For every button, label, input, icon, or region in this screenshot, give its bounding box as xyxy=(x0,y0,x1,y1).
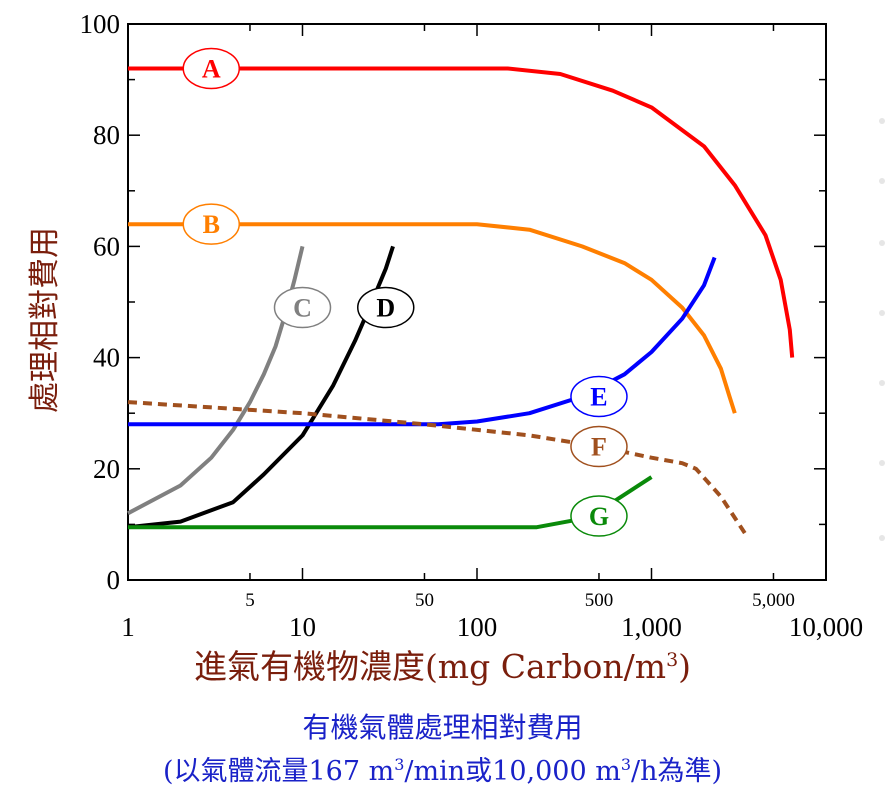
caption-subtitle: (以氣體流量167 m3/min或10,000 m3/h為準) xyxy=(0,749,885,788)
edge-dot xyxy=(879,380,885,386)
y-axis-label: 處理相對費用 xyxy=(27,227,63,413)
series-label-bubble-c xyxy=(273,286,332,329)
series-label-bubble-d xyxy=(357,286,415,329)
x-minor-tick-label: 500 xyxy=(585,590,614,611)
x-tick-label: 10 xyxy=(289,612,316,642)
edge-dot xyxy=(879,310,885,316)
edge-dot xyxy=(879,460,885,466)
series-label-bubble-g xyxy=(570,495,628,537)
series-label-bubble-e xyxy=(570,375,628,418)
x-tick-label: 10,000 xyxy=(789,612,863,642)
series-label-bubble-a xyxy=(182,47,241,90)
series-label-e: E xyxy=(590,383,607,412)
series-label-b: B xyxy=(203,210,220,239)
x-tick-label: 100 xyxy=(457,612,498,642)
relative-cost-chart: 0 20 40 60 80 100 1 10 100 1,000 10,000 5 50 500 5,000… xyxy=(27,9,864,642)
series-label-c: C xyxy=(293,294,312,323)
series-label-d: D xyxy=(376,294,395,323)
y-tick-label: 40 xyxy=(93,343,120,373)
y-tick-label: 0 xyxy=(107,565,121,595)
x-axis-label-text: 進氣有機物濃度(mg Carbon/m xyxy=(193,647,667,686)
caption-sup-1: 3 xyxy=(394,755,405,774)
y-tick-label: 20 xyxy=(93,454,120,484)
x-axis-label-sup: 3 xyxy=(666,649,679,671)
edge-dot xyxy=(879,535,885,541)
caption-part-3: /h為準) xyxy=(631,756,723,787)
x-minor-tick-label: 50 xyxy=(415,590,434,611)
y-tick-label: 60 xyxy=(93,231,120,261)
caption-part-1: (以氣體流量167 m xyxy=(162,756,395,787)
edge-dot xyxy=(879,240,885,246)
x-minor-tick-label: 5,000 xyxy=(752,590,795,611)
series-line-b xyxy=(128,222,737,414)
edge-dot xyxy=(879,118,885,124)
series-line-d xyxy=(127,245,395,530)
series-label-a: A xyxy=(202,54,221,83)
series-lines xyxy=(127,66,795,537)
series-label-g: G xyxy=(589,502,609,531)
series-labels: A B C D EF G xyxy=(182,47,628,537)
x-axis-label: 進氣有機物濃度(mg Carbon/m3) xyxy=(0,640,885,688)
caption-sup-2: 3 xyxy=(620,755,631,774)
series-label-f: F xyxy=(591,433,607,462)
y-tick-label: 80 xyxy=(93,120,120,150)
caption-part-2: /min或10,000 m xyxy=(404,756,621,787)
edge-dot xyxy=(879,178,885,184)
series-line-a xyxy=(128,66,795,358)
series-label-bubble-b xyxy=(182,203,241,245)
y-tick-label: 100 xyxy=(80,9,121,39)
x-tick-label: 1,000 xyxy=(621,612,682,642)
x-axis-label-end: ) xyxy=(678,647,692,686)
series-line-c xyxy=(127,245,305,516)
series-line-f xyxy=(127,400,749,537)
x-minor-tick-label: 5 xyxy=(245,590,255,611)
axes: 0 20 40 60 80 100 1 10 100 1,000 10,000 5 50 500 5,000 xyxy=(80,9,864,642)
plot-frame xyxy=(127,23,827,581)
series-label-bubble-f xyxy=(570,425,628,468)
caption-title: 有機氣體處理相對費用 xyxy=(302,711,583,744)
x-tick-label: 1 xyxy=(121,612,135,642)
